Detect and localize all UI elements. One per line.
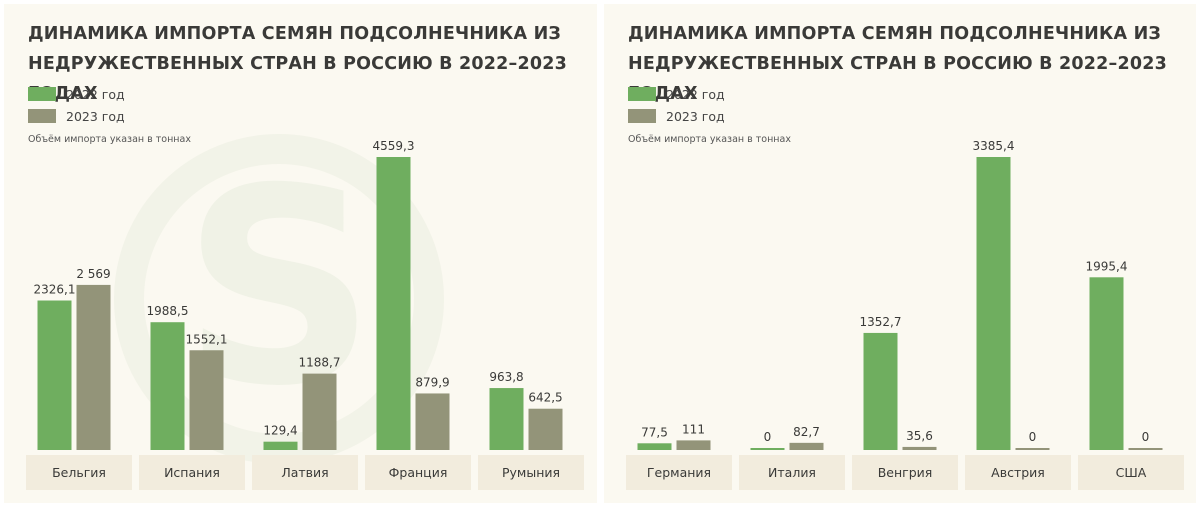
bar-2023 (1128, 448, 1163, 450)
data-label: 35,6 (906, 429, 933, 443)
legend-label-2022: 2022 год (66, 86, 125, 102)
bar-2022 (863, 332, 898, 450)
bar-2022 (263, 441, 298, 450)
data-label: 111 (682, 422, 705, 436)
legend-label-2023: 2023 год (66, 108, 125, 124)
legend-item-2022: 2022 год (28, 86, 125, 102)
bar-2023 (902, 446, 937, 450)
data-label: 1995,4 (1086, 259, 1128, 273)
data-label: 3385,4 (973, 139, 1015, 153)
data-label: 879,9 (415, 375, 449, 389)
data-label: 0 (764, 430, 772, 444)
legend-swatch-2023 (28, 109, 56, 123)
bar-2023 (528, 408, 563, 450)
data-label: 77,5 (641, 425, 668, 439)
data-label: 0 (1029, 430, 1037, 444)
units-note: Объём импорта указан в тоннах (628, 134, 791, 145)
bar-2023 (1015, 448, 1050, 450)
bar-2023 (76, 284, 111, 450)
legend-item-2022: 2022 год (628, 86, 725, 102)
category-label: Франция (389, 465, 448, 480)
category-label: Австрия (991, 465, 1045, 480)
category-label: Румыния (502, 465, 560, 480)
bar-chart: Бельгия 2326,12 569 Испания 1988,5 1552,1 Лат… (26, 139, 584, 490)
bar-2022 (750, 448, 785, 450)
legend-swatch-2022 (628, 87, 656, 101)
data-label: 1352,7 (860, 315, 902, 329)
bar-2023 (415, 393, 450, 450)
legend-item-2023: 2023 год (28, 108, 125, 124)
bar-chart: Германия 77,5 111 Италия 0 82,7 Венгрия 1352,7 3… (626, 139, 1184, 490)
bar-2023 (302, 373, 337, 450)
category-label: Италия (768, 465, 816, 480)
data-label: 642,5 (528, 391, 562, 405)
legend-swatch-2023 (628, 109, 656, 123)
category-box (965, 455, 1071, 490)
bar-2023 (189, 350, 224, 450)
data-label: 1988,5 (147, 304, 189, 318)
category-label: Латвия (281, 465, 328, 480)
chart-panel-left: S ДИНАМИКА ИМПОРТА СЕМЯН ПОДСОЛНЕЧНИКА И… (4, 4, 597, 503)
category-box (1078, 455, 1184, 490)
category-box (365, 455, 471, 490)
chart-panel-right: ДИНАМИКА ИМПОРТА СЕМЯН ПОДСОЛНЕЧНИКА ИЗ … (604, 4, 1196, 503)
chart-title: ДИНАМИКА ИМПОРТА СЕМЯН ПОДСОЛНЕЧНИКА ИЗ … (28, 24, 567, 104)
bar-2022 (37, 300, 72, 450)
data-label: 82,7 (793, 425, 820, 439)
legend-label-2023: 2023 год (666, 108, 725, 124)
category-label: США (1116, 465, 1147, 480)
data-label: 1552,1 (186, 332, 228, 346)
category-label: Испания (164, 465, 220, 480)
data-label: 2 569 (76, 267, 110, 281)
data-label: 963,8 (489, 370, 523, 384)
data-label: 4559,3 (373, 139, 415, 153)
bar-2022 (637, 443, 672, 450)
data-label: 129,4 (263, 424, 297, 438)
legend-label-2022: 2022 год (666, 86, 725, 102)
bar-2022 (976, 157, 1011, 450)
category-box (852, 455, 958, 490)
bar-2022 (150, 322, 185, 450)
category-label: Венгрия (878, 465, 933, 480)
category-box (478, 455, 584, 490)
legend-swatch-2022 (28, 87, 56, 101)
category-box (626, 455, 732, 490)
category-label: Германия (647, 465, 711, 480)
category-label: Бельгия (52, 465, 106, 480)
legend-item-2023: 2023 год (628, 108, 725, 124)
category-box (739, 455, 845, 490)
category-box (252, 455, 358, 490)
bar-2022 (1089, 277, 1124, 450)
bar-2023 (676, 440, 711, 450)
data-label: 0 (1142, 430, 1150, 444)
units-note: Объём импорта указан в тоннах (28, 134, 191, 145)
bar-2022 (376, 157, 411, 450)
category-box (139, 455, 245, 490)
chart-title: ДИНАМИКА ИМПОРТА СЕМЯН ПОДСОЛНЕЧНИКА ИЗ … (628, 24, 1167, 104)
data-label: 2326,1 (34, 283, 76, 297)
bar-2022 (489, 388, 524, 450)
data-label: 1188,7 (299, 356, 341, 370)
bar-2023 (789, 442, 824, 450)
category-box (26, 455, 132, 490)
